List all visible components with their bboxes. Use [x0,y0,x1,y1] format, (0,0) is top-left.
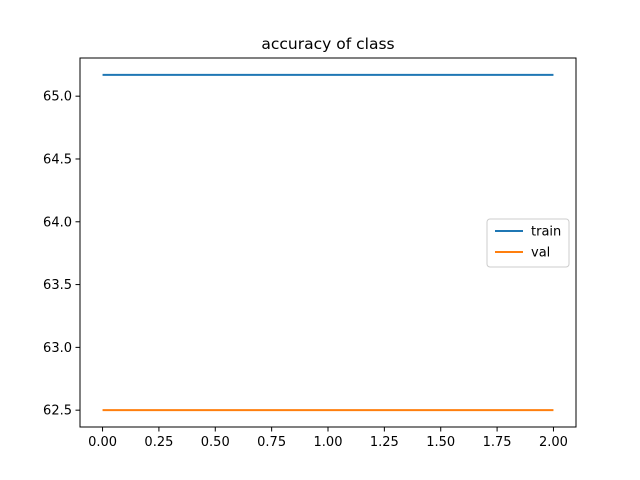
x-tick-label: 1.75 [483,435,512,450]
x-tick-label: 1.00 [314,435,343,450]
y-axis: 62.5 63.0 63.5 64.0 64.5 65.0 [43,90,80,419]
x-tick-label: 0.75 [257,435,286,450]
y-tick-label: 64.5 [43,152,72,167]
legend: train val [486,218,570,268]
y-tick-label: 65.0 [43,90,72,105]
x-tick-label: 0.25 [144,435,173,450]
x-tick-label: 0.00 [88,435,117,450]
x-tick-label: 2.00 [539,435,568,450]
legend-label-val: val [531,246,550,261]
y-tick-label: 63.5 [43,278,72,293]
series-layer [102,73,554,412]
x-axis: 0.00 0.25 0.50 0.75 1.00 1.25 1.50 1.75 2.00 [88,427,568,450]
chart-title: accuracy of class [261,35,394,53]
x-tick-label: 1.25 [370,435,399,450]
x-tick-label: 1.50 [426,435,455,450]
x-tick-label: 0.50 [201,435,230,450]
y-tick-label: 64.0 [43,215,72,230]
legend-label-train: train [531,225,561,240]
y-tick-label: 62.5 [43,404,72,419]
y-tick-label: 63.0 [43,341,72,356]
